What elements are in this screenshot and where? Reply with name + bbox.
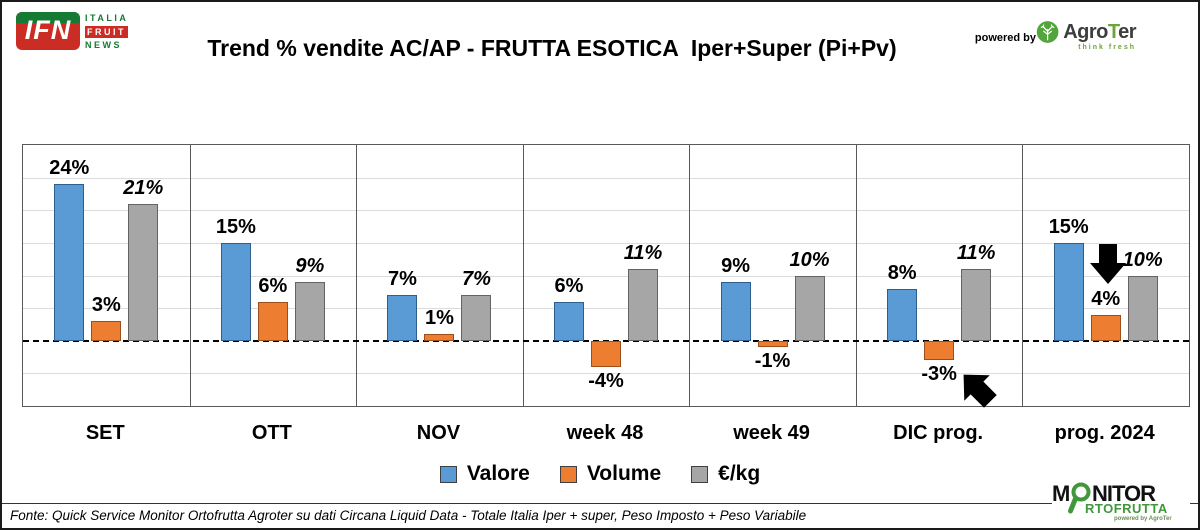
bar-Volume-week 48 bbox=[591, 340, 621, 367]
legend-label: €/kg bbox=[718, 462, 761, 485]
bar-Volume-week 49 bbox=[757, 340, 788, 348]
bar-€/kg-NOV bbox=[461, 295, 492, 341]
ifn-logo-text: IFN bbox=[24, 15, 72, 45]
value-label-Valore-NOV: 7% bbox=[387, 268, 417, 291]
monitor-ortofrutta-logo: M NITOR RTOFRUTTA powered by AgroTer bbox=[1052, 481, 1190, 528]
ifn-word-news: NEWS bbox=[85, 40, 122, 50]
gridline--5 bbox=[23, 373, 1189, 375]
group-separator bbox=[855, 145, 857, 406]
bar-Volume-DIC prog. bbox=[924, 340, 955, 361]
group-separator bbox=[522, 145, 524, 406]
legend-item-Volume: Volume bbox=[559, 462, 662, 486]
legend-label: Volume bbox=[586, 462, 662, 485]
gridline-25 bbox=[23, 177, 1189, 179]
gridline-15 bbox=[23, 242, 1189, 244]
gridline-20 bbox=[23, 210, 1189, 212]
ifn-logo: IFN ITALIA FRUIT NEWS bbox=[16, 12, 128, 50]
legend-swatch bbox=[439, 465, 457, 483]
value-label-Valore-prog. 2024: 15% bbox=[1048, 215, 1089, 238]
legend-item-€/kg: €/kg bbox=[691, 462, 760, 486]
category-label-prog. 2024: prog. 2024 bbox=[1054, 422, 1155, 444]
gridline-5 bbox=[23, 308, 1189, 310]
arrow-down-icon bbox=[1090, 244, 1126, 284]
value-label-€/kg-prog. 2024: 10% bbox=[1122, 248, 1163, 271]
category-label-SET: SET bbox=[85, 422, 125, 444]
monitor-ortofrutta: RTOFRUTTA bbox=[1085, 501, 1168, 516]
value-label-€/kg-NOV: 7% bbox=[461, 268, 491, 291]
bar-Valore-NOV bbox=[387, 295, 418, 341]
value-label-Volume-prog. 2024: 4% bbox=[1091, 287, 1121, 310]
value-label-Valore-OTT: 15% bbox=[215, 215, 256, 238]
tree-icon bbox=[1036, 21, 1059, 43]
chart-plot-area: 24% 3% 21% 15% 6% 9% 7% 1% 7% 6% -4% 11% 9% -1% 10% 8% -… bbox=[22, 144, 1190, 407]
ifn-green-band bbox=[16, 12, 80, 23]
group-separator bbox=[189, 145, 191, 406]
monitor-powered-by: powered by AgroTer bbox=[1114, 516, 1172, 522]
value-label-Volume-week 48: -4% bbox=[588, 369, 624, 392]
group-separator bbox=[1022, 145, 1024, 406]
value-label-Volume-DIC prog.: -3% bbox=[921, 363, 957, 386]
bar-Valore-SET bbox=[54, 184, 85, 341]
footer-divider bbox=[2, 503, 1198, 504]
bar-€/kg-prog. 2024 bbox=[1127, 275, 1158, 341]
bar-Volume-SET bbox=[91, 321, 122, 341]
bar-Valore-week 49 bbox=[720, 282, 751, 341]
page-title: Trend % vendite AC/AP - FRUTTA ESOTICA I… bbox=[207, 35, 897, 61]
category-label-week 49: week 49 bbox=[733, 422, 810, 444]
bar-€/kg-week 49 bbox=[794, 275, 825, 341]
chart-legend: Valore Volume €/kg bbox=[2, 462, 1198, 486]
ifn-word-fruit: FRUIT bbox=[85, 25, 128, 38]
agroter-wordmark: AgroTer bbox=[1063, 20, 1136, 43]
value-label-€/kg-SET: 21% bbox=[123, 176, 164, 199]
bar-Valore-week 48 bbox=[554, 301, 584, 341]
bar-€/kg-DIC prog. bbox=[961, 268, 992, 341]
value-label-€/kg-DIC prog.: 11% bbox=[956, 241, 996, 264]
value-label-Valore-DIC prog.: 8% bbox=[887, 261, 917, 284]
value-label-Volume-SET: 3% bbox=[91, 294, 121, 317]
arrow-up-left-icon bbox=[963, 374, 997, 408]
ifn-logo-wordmark: ITALIA FRUIT NEWS bbox=[85, 12, 128, 50]
value-label-Valore-week 48: 6% bbox=[554, 274, 584, 297]
bar-€/kg-OTT bbox=[294, 282, 325, 341]
value-label-€/kg-week 49: 10% bbox=[789, 248, 830, 271]
legend-label: Valore bbox=[466, 462, 530, 485]
legend-swatch bbox=[691, 465, 709, 483]
value-label-Volume-NOV: 1% bbox=[424, 307, 454, 330]
group-separator bbox=[356, 145, 358, 406]
category-label-DIC prog.: DIC prog. bbox=[893, 422, 984, 444]
group-separator bbox=[689, 145, 691, 406]
magnifier-icon bbox=[1068, 482, 1091, 514]
source-note: Fonte: Quick Service Monitor Ortofrutta … bbox=[10, 508, 807, 523]
legend-swatch bbox=[559, 465, 577, 483]
agroter-tagline: think fresh bbox=[1078, 44, 1136, 51]
bar-Volume-OTT bbox=[257, 301, 288, 341]
ifn-logo-box: IFN bbox=[16, 12, 80, 50]
monitor-nitor: NITOR bbox=[1092, 481, 1156, 506]
value-label-€/kg-OTT: 9% bbox=[295, 255, 325, 278]
bar-Volume-NOV bbox=[424, 334, 455, 341]
bar-Valore-prog. 2024 bbox=[1053, 242, 1084, 341]
bar-Volume-prog. 2024 bbox=[1090, 314, 1121, 341]
bar-Valore-DIC prog. bbox=[887, 288, 918, 341]
bar-Valore-OTT bbox=[220, 242, 251, 341]
gridline-10 bbox=[23, 275, 1189, 277]
monitor-m: M bbox=[1052, 481, 1070, 506]
agroter-logo: AgroTer think fresh bbox=[1036, 17, 1136, 51]
value-label-Volume-week 49: -1% bbox=[754, 350, 791, 373]
legend-item-Valore: Valore bbox=[439, 462, 530, 486]
value-label-Valore-week 49: 9% bbox=[721, 255, 751, 278]
category-label-NOV: NOV bbox=[416, 422, 461, 444]
ifn-word-italia: ITALIA bbox=[85, 13, 129, 23]
category-label-week 48: week 48 bbox=[566, 422, 644, 444]
value-label-Valore-SET: 24% bbox=[49, 157, 90, 180]
bar-€/kg-SET bbox=[128, 203, 159, 341]
value-label-€/kg-week 48: 11% bbox=[623, 241, 663, 264]
category-label-OTT: OTT bbox=[251, 422, 292, 444]
value-label-Volume-OTT: 6% bbox=[258, 274, 288, 297]
powered-by-label: powered by bbox=[974, 32, 1036, 44]
bar-€/kg-week 48 bbox=[628, 268, 658, 341]
